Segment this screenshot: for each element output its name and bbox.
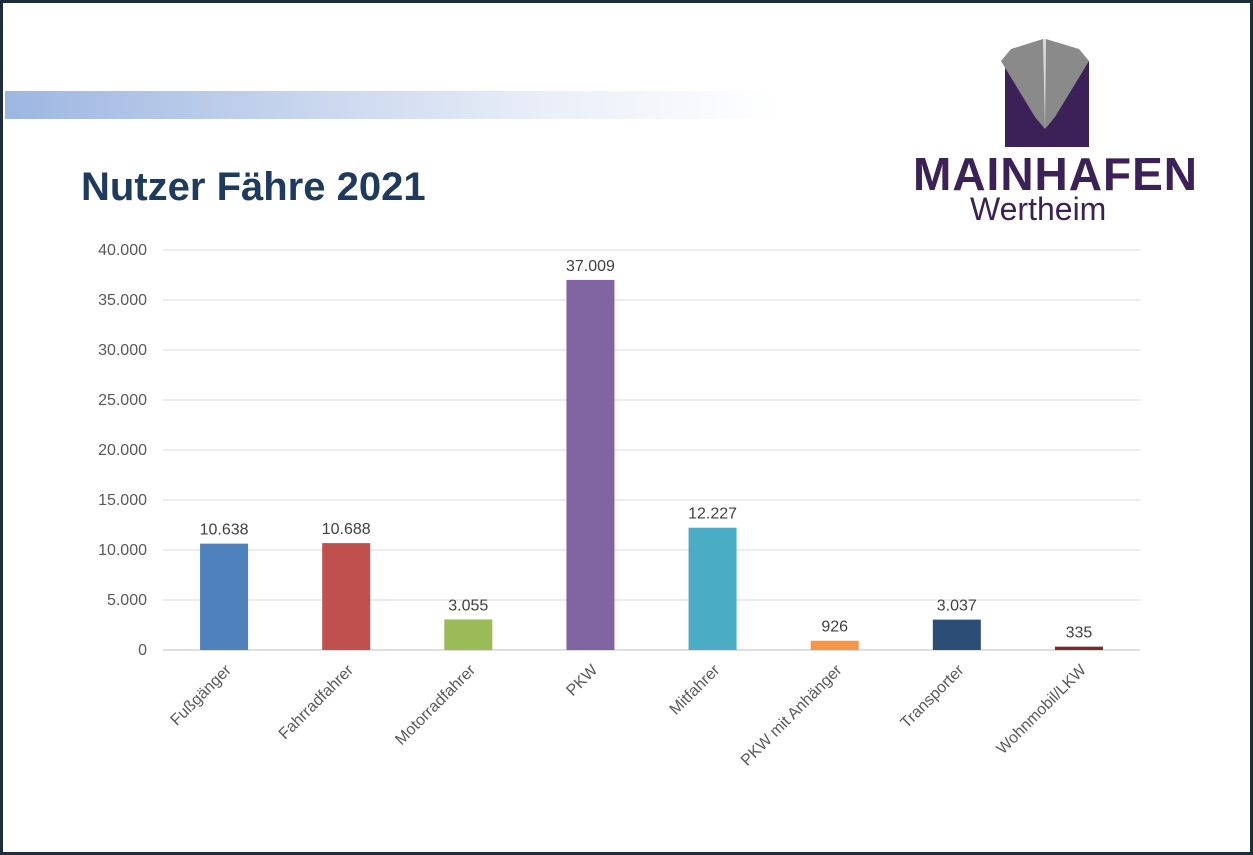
chart-data-labels: 10.638 10.688 3.055 37.009 12.227 926 3.037 335 [200,258,1093,642]
category-label: Transporter [898,661,969,732]
y-tick-label: 25.000 [98,392,147,409]
header-accent-bar [5,91,775,119]
bar [810,640,859,650]
data-label: 10.638 [200,522,249,539]
y-tick-label: 5.000 [107,592,147,609]
category-label: Mitfahrer [667,661,724,718]
data-label: 3.037 [937,598,977,615]
data-label: 3.055 [448,597,488,614]
logo-city: Wertheim [970,191,1107,227]
bar [322,543,371,650]
page-title: Nutzer Fähre 2021 [81,165,426,209]
logo-wordmark: MAINHAFEN [913,148,1198,200]
y-tick-label: 20.000 [98,442,147,459]
y-tick-label: 40.000 [98,242,147,259]
category-label: Fußgänger [168,661,236,729]
mainhafen-logo: MAINHAFEN Wertheim [901,37,1201,237]
bar [566,279,615,650]
data-label: 926 [821,619,848,636]
bar [444,619,493,650]
category-label: Motorradfahrer [392,661,479,748]
bar [200,543,249,650]
x-axis-category-labels: Fußgänger Fahrradfahrer Motorradfahrer PKW M… [168,661,1091,769]
y-axis-tick-labels: 0 5.000 10.000 15.000 20.000 25.000 30.000 35.0… [98,242,147,659]
chart-bars [200,279,1103,650]
bar [932,619,981,650]
logo-emblem-icon [1001,39,1089,147]
bar-chart: 0 5.000 10.000 15.000 20.000 25.000 30.000 35.0… [98,242,1140,769]
y-tick-label: 0 [138,642,147,659]
category-label: PKW [563,661,601,699]
y-tick-label: 35.000 [98,292,147,309]
data-label: 335 [1066,625,1093,642]
y-tick-label: 30.000 [98,342,147,359]
category-label: Wohnmobil/LKW [994,661,1091,758]
category-label: PKW mit Anhänger [738,661,846,769]
chart-grid [163,249,1140,651]
bar [1054,646,1103,650]
data-label: 12.227 [688,506,737,523]
y-tick-label: 15.000 [98,492,147,509]
category-label: Fahrradfahrer [276,661,358,743]
bar [688,527,737,650]
data-label: 10.688 [322,521,371,538]
y-tick-label: 10.000 [98,542,147,559]
data-label: 37.009 [566,258,615,275]
